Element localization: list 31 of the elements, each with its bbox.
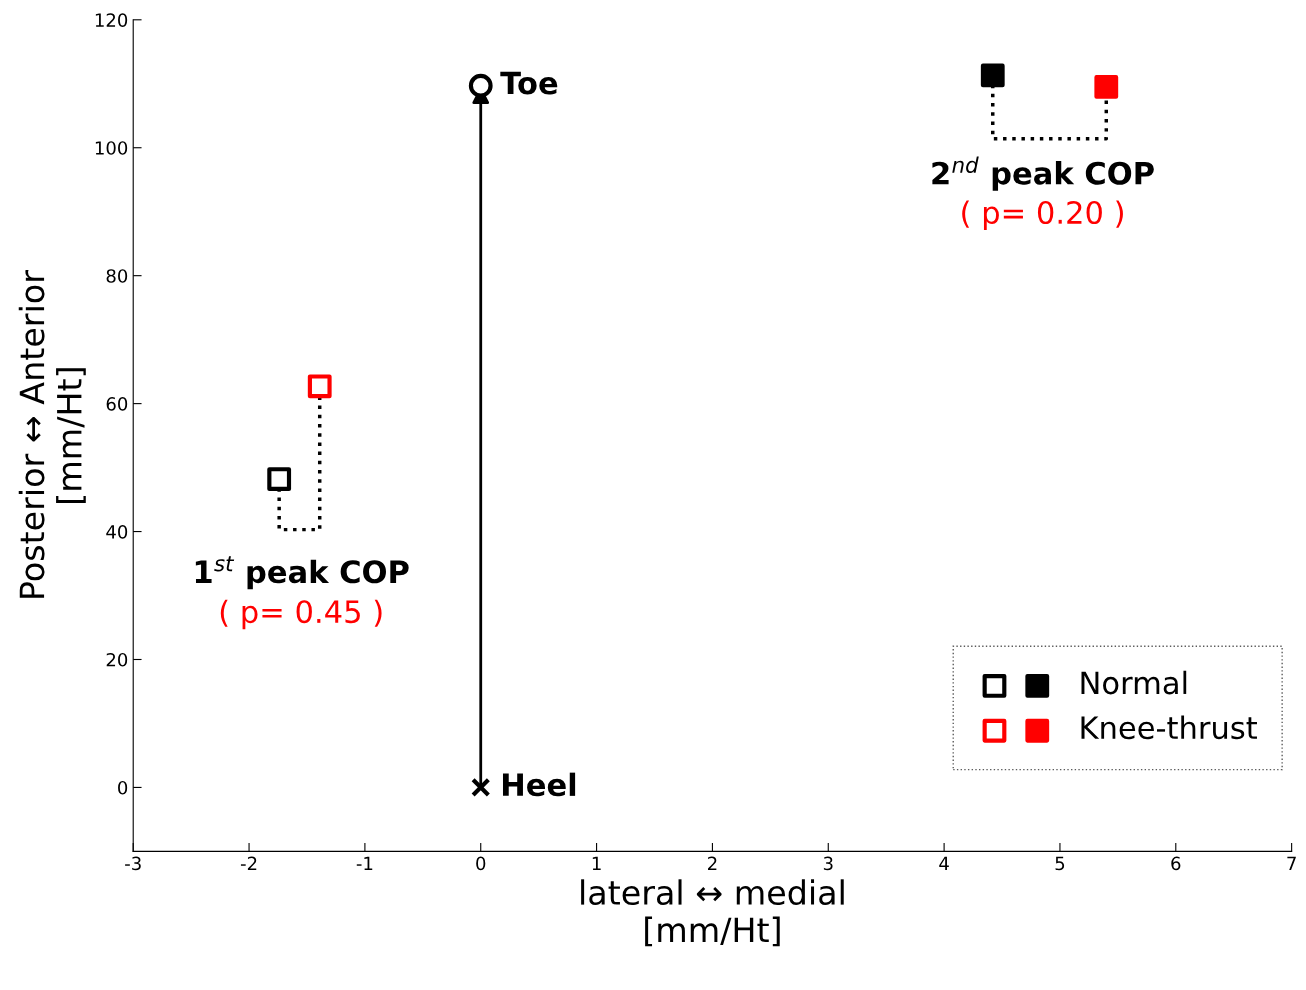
y-tick-label: 100 [95, 141, 128, 155]
x-axis-title: lateral ↔ medial [mm/Ht] [581, 879, 844, 947]
legend-label: Normal [1081, 670, 1187, 695]
x-tick-label: -2 [240, 856, 257, 870]
x-tick-label: 1 [592, 856, 601, 870]
x-tick-label: 7 [1287, 856, 1296, 870]
annotation: ( p= 0.45 ) [220, 599, 382, 630]
x-tick-label: 2 [708, 856, 717, 870]
y-tick-label: 60 [106, 397, 128, 411]
y-tick-label: 0 [118, 780, 128, 795]
annotation: Toe [500, 71, 558, 95]
y-tick-label: 80 [106, 269, 128, 283]
x-tick-label: 4 [939, 856, 949, 870]
point [468, 73, 493, 98]
point [1094, 75, 1119, 99]
annotation: 2$^{nd}$ peak COP [932, 156, 1154, 191]
y-axis-title: Posterior ↔ Anterior [mm/Ht] [18, 270, 86, 598]
x-tick-label: 0 [476, 856, 486, 871]
y-tick-label: 40 [106, 525, 128, 539]
x-tick-label: -1 [356, 856, 373, 870]
annotation: ( p= 0.20 ) [962, 200, 1123, 231]
x-tick-label: 5 [1055, 856, 1065, 871]
y-tick-label: 20 [106, 652, 128, 667]
annotation: Heel [502, 772, 576, 797]
y-tick-label: 120 [95, 13, 128, 27]
annotation: 1$^{st}$ peak COP [195, 556, 409, 590]
x-tick-label: -3 [125, 856, 141, 871]
x-tick-label: 6 [1171, 856, 1181, 871]
legend-label: Knee-thrust [1081, 715, 1257, 740]
x-tick-label: 3 [823, 856, 833, 871]
point [471, 777, 491, 798]
